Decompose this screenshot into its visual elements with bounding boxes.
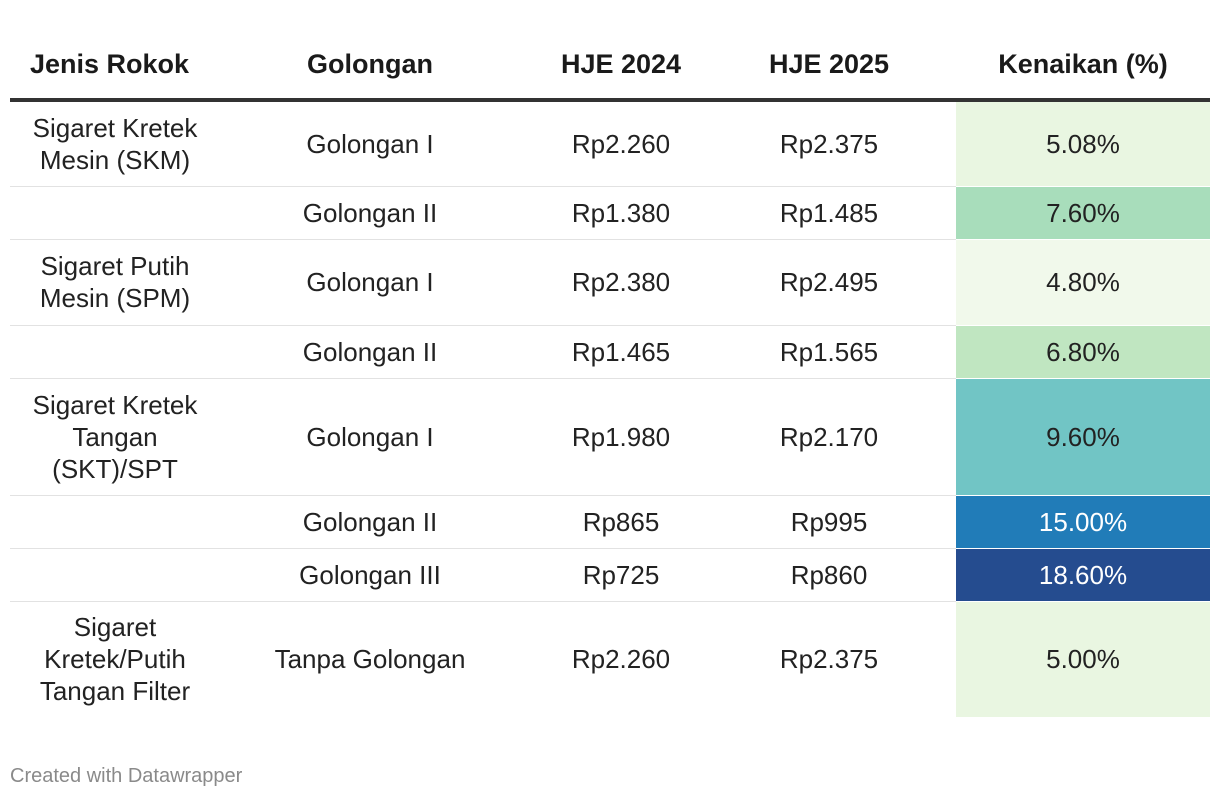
hje-2025-cell: Rp2.170 <box>702 378 956 496</box>
cigarette-type-cell: Sigaret Putih Mesin (SPM) <box>10 239 220 326</box>
increase-cell: 5.00% <box>956 601 1210 717</box>
grade-cell: Golongan III <box>220 548 540 602</box>
table-row: Golongan II Rp1.465 Rp1.565 6.80% <box>10 325 1210 379</box>
cigarette-type-cell: Sigaret Kretek Tangan (SKT)/SPT <box>10 378 220 496</box>
column-header-grade: Golongan <box>220 30 540 102</box>
table-row: Golongan II Rp865 Rp995 15.00% <box>10 495 1210 549</box>
column-header-hje-2025: HJE 2025 <box>702 30 956 102</box>
table-row: Sigaret Kretek Mesin (SKM) Golongan I Rp… <box>10 100 1210 187</box>
hje-2025-cell: Rp2.375 <box>779 644 879 675</box>
table-row: Golongan III Rp725 Rp860 18.60% <box>10 548 1210 602</box>
grade-cell: Golongan II <box>220 186 540 240</box>
increase-cell: 15.00% <box>956 495 1210 549</box>
hje-2024-cell: Rp865 <box>540 495 702 549</box>
increase-cell: 18.60% <box>956 548 1210 602</box>
table-row: Sigaret Putih Mesin (SPM) Golongan I Rp2… <box>10 239 1210 326</box>
hje-2024-cell: Rp1.380 <box>540 186 702 240</box>
increase-cell: 4.80% <box>956 239 1210 326</box>
table-row: Golongan II Rp1.380 Rp1.485 7.60% <box>10 186 1210 240</box>
hje-2025-cell: Rp1.565 <box>702 325 956 379</box>
cigarette-type-cell <box>10 186 220 240</box>
tariff-table: Jenis Rokok Golongan HJE 2024 HJE 2025 K… <box>10 30 1210 717</box>
table-header-row: Jenis Rokok Golongan HJE 2024 HJE 2025 K… <box>10 30 1210 102</box>
hje-2024-cell: Rp725 <box>540 548 702 602</box>
increase-cell: 5.08% <box>956 100 1210 187</box>
grade-cell: Golongan I <box>220 378 540 496</box>
cigarette-type-cell: Sigaret Kretek Mesin (SKM) <box>10 100 220 187</box>
hje-2025-cell: Rp860 <box>702 548 956 602</box>
cigarette-type-cell <box>10 495 220 549</box>
grade-cell: Golongan II <box>220 495 540 549</box>
grade-cell: Tanpa Golongan <box>274 644 466 675</box>
increase-cell: 7.60% <box>956 186 1210 240</box>
cigarette-type-cell <box>10 325 220 379</box>
hje-2024-cell: Rp1.465 <box>540 325 702 379</box>
hje-2025-cell: Rp995 <box>702 495 956 549</box>
column-header-cigarette-type: Jenis Rokok <box>10 30 220 102</box>
table-row: Sigaret Kretek/Putih Tangan Filter Tanpa… <box>10 601 1210 717</box>
increase-cell: 6.80% <box>956 325 1210 379</box>
hje-2025-cell: Rp2.375 <box>702 100 956 187</box>
cigarette-type-cell: Sigaret Kretek/Putih Tangan Filter <box>39 612 191 707</box>
hje-2024-cell: Rp1.980 <box>540 378 702 496</box>
increase-cell: 9.60% <box>956 378 1210 496</box>
column-header-hje-2024: HJE 2024 <box>540 30 702 102</box>
hje-2025-cell: Rp1.485 <box>702 186 956 240</box>
tariff-table-container: Jenis Rokok Golongan HJE 2024 HJE 2025 K… <box>10 30 1210 717</box>
datawrapper-credit: Created with Datawrapper <box>10 765 243 787</box>
grade-cell: Golongan II <box>220 325 540 379</box>
hje-2024-cell: Rp2.260 <box>571 644 671 675</box>
hje-2024-cell: Rp2.380 <box>540 239 702 326</box>
column-header-increase: Kenaikan (%) <box>956 30 1210 102</box>
table-row: Sigaret Kretek Tangan (SKT)/SPT Golongan… <box>10 378 1210 496</box>
cigarette-type-cell <box>10 548 220 602</box>
grade-cell: Golongan I <box>220 100 540 187</box>
grade-cell: Golongan I <box>220 239 540 326</box>
hje-2024-cell: Rp2.260 <box>540 100 702 187</box>
hje-2025-cell: Rp2.495 <box>702 239 956 326</box>
